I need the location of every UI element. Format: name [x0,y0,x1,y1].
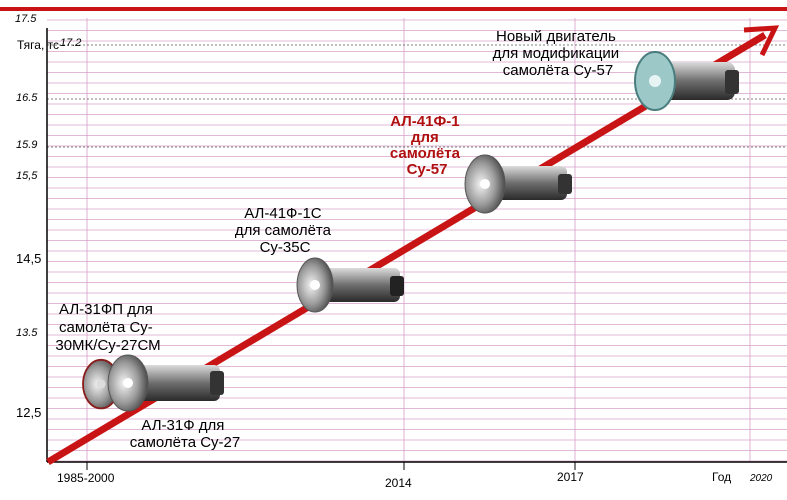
x-tick-1985-2000: 1985-2000 [57,471,115,485]
y-tick-15-5: 15,5 [16,170,38,182]
annotation-al41f1-line-3: самолёта [390,145,461,162]
annotation-al31f-line-2: самолёта Су-27 [130,434,241,451]
annotation-al41f1-line-1: АЛ-41Ф-1 [390,113,459,130]
annotation-al41f1-line-4: Су-57 [407,161,448,178]
annotation-al31fp-line-1: АЛ-31ФП для [59,301,153,318]
y-tick-17-2: 17.2 [60,37,81,49]
jet-engine-icon [634,51,739,111]
jet-engine-icon [107,354,224,412]
annotation-al41f1s: АЛ-41Ф-1С для самолёта Су-35С [235,205,335,256]
annotation-new-engine-line-1: Новый двигатель [496,28,616,45]
annotation-new-engine-line-3: самолёта Су-57 [503,62,614,79]
annotation-al41f1s-line-1: АЛ-41Ф-1С [244,205,322,222]
y-tick-15-9: 15.9 [16,139,37,151]
annotation-al31fp-line-2: самолёта Су- [59,319,153,336]
y-tick-13-5: 13.5 [16,327,38,339]
annotation-new-engine: Новый двигатель для модификации самолёта… [493,28,624,79]
trend-arrowhead [743,25,780,57]
annotation-al31fp-line-3: 30МК/Су-27СМ [55,337,160,354]
y-tick-14-5: 14,5 [16,251,41,266]
annotation-al31f-line-1: АЛ-31Ф для [141,417,224,434]
annotation-al41f1: АЛ-41Ф-1 для самолёта Су-57 [390,113,464,178]
x-tick-2017: 2017 [557,470,584,484]
annotation-new-engine-line-2: для модификации [493,45,620,62]
annotation-al41f1s-line-2: для самолёта [235,222,332,239]
grid [47,18,787,462]
y-tick-12-5: 12,5 [16,405,41,420]
y-tick-17-5: 17.5 [15,13,37,25]
y-tick-16-5: 16.5 [16,92,38,104]
annotation-al41f1-line-2: для [411,129,439,146]
annotation-al31fp: АЛ-31ФП для самолёта Су- 30МК/Су-27СМ [55,301,160,354]
jet-engine-icon [464,154,572,214]
x-tick-2014: 2014 [385,476,412,490]
y-axis-label: Тяга, тс [17,38,59,52]
y-axis-label-line-1: Тяга, тс [17,38,59,52]
annotation-al31f: АЛ-31Ф для самолёта Су-27 [130,417,241,451]
jet-engine-icon [296,257,404,313]
x-axis-label: Год [712,470,731,484]
x-tick-2020: 2020 [749,473,773,484]
annotation-al41f1s-line-3: Су-35С [260,239,311,256]
